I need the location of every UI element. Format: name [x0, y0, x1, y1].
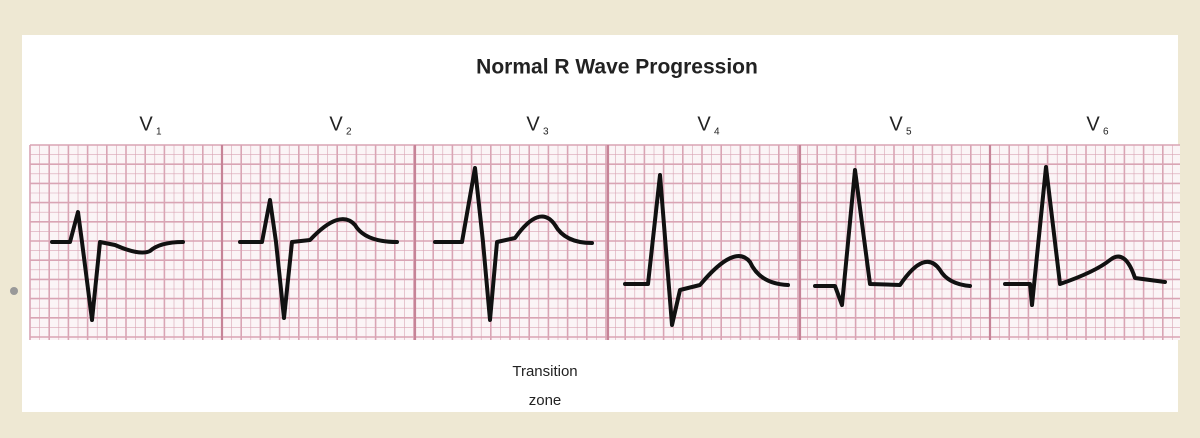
ecg-trace	[1003, 165, 1167, 307]
ecg-trace	[50, 210, 185, 322]
ecg-trace	[623, 173, 790, 327]
lead-subscript: 6	[1103, 127, 1109, 138]
annotation: zone	[529, 392, 562, 409]
lead-subscript: 1	[156, 127, 162, 138]
lead-subscript: 5	[906, 127, 912, 138]
lead-subscript: 4	[714, 127, 720, 138]
ecg-trace	[813, 168, 972, 307]
lead-subscript: 3	[543, 127, 549, 138]
bullet	[10, 287, 18, 295]
lead-name: V	[1086, 113, 1100, 135]
ecg-trace	[238, 198, 399, 320]
annotation: Transition	[512, 363, 577, 380]
lead-name: V	[697, 113, 711, 135]
waveforms	[50, 165, 1167, 327]
title: Normal R Wave Progression	[476, 56, 758, 79]
lead-subscript: 2	[346, 127, 352, 138]
lead-name: V	[889, 113, 903, 135]
lead-name: V	[329, 113, 343, 135]
lead-name: V	[526, 113, 540, 135]
ecg-grid	[29, 144, 1180, 340]
lead-name: V	[139, 113, 153, 135]
ecg-trace	[433, 166, 594, 322]
